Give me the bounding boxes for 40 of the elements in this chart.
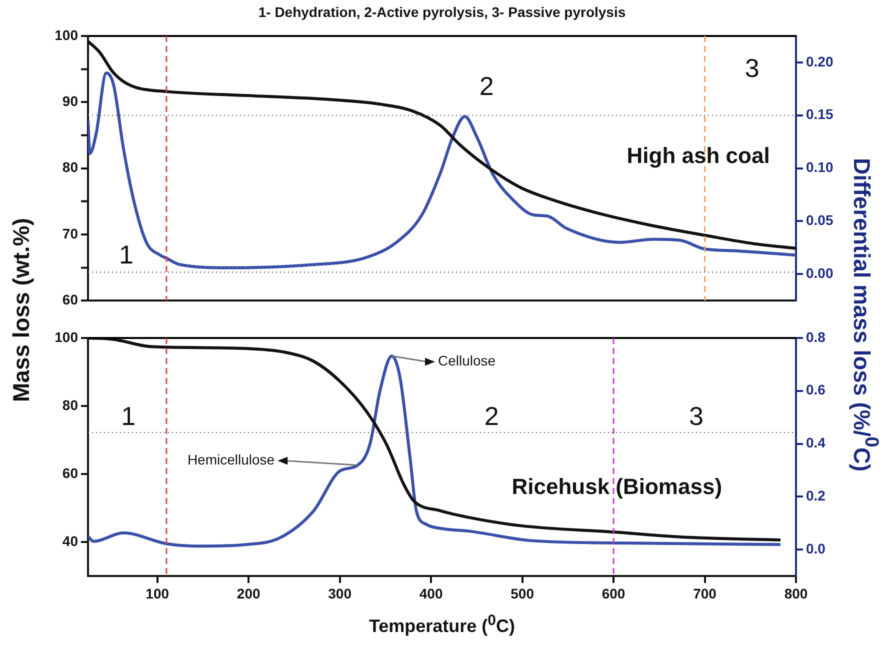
y-tick-label: 70 (62, 225, 78, 242)
y2-tick-label: 0.05 (806, 212, 834, 228)
x-tick-label: 300 (328, 585, 352, 602)
y-tick-label: 100 (54, 26, 78, 43)
x-tick-label: 400 (419, 585, 443, 602)
text: High ash coal (626, 142, 770, 168)
text: Ricehusk (Biomass) (512, 474, 722, 500)
x-tick-label: 200 (236, 585, 260, 602)
y-tick-label: 100 (54, 328, 78, 345)
y2-tick-label: 0.20 (806, 53, 834, 70)
annotation: 1 (119, 240, 134, 270)
y-tick-label: 80 (62, 396, 78, 413)
y-tick-label: 60 (62, 291, 78, 308)
x-tick-label: 100 (146, 585, 170, 602)
y2-tick-label: 0.6 (806, 382, 826, 398)
x-tick-label: 600 (602, 585, 626, 602)
annotation: 3 (688, 401, 704, 432)
y-tick-label: 80 (62, 159, 78, 176)
annotation: 3 (744, 53, 760, 84)
annotation: 2 (484, 401, 499, 432)
y2-tick-label: 0.0 (806, 540, 826, 556)
x-axis-title: Temperature ($^{0}$C) (368, 612, 516, 637)
y-tick-label: 90 (62, 93, 78, 110)
y2-tick-label: 0.00 (806, 265, 834, 281)
y-tick-label: 40 (62, 532, 78, 549)
y2-tick-label: 0.15 (806, 106, 834, 122)
y2-tick-label: 0.8 (806, 328, 826, 345)
annotation: 1 (121, 401, 136, 432)
x-tick-label: 800 (784, 585, 808, 602)
x-tick-label: 700 (693, 585, 717, 602)
annotation: Cellulose (438, 352, 496, 369)
y-tick-label: 60 (62, 464, 78, 481)
chart-title: 1- Dehydration, 2-Active pyrolysis, 3- Passive pyrolysis (257, 4, 627, 20)
x-tick-label: 500 (510, 585, 534, 602)
y2-tick-label: 0.4 (806, 434, 826, 451)
annotation: Hemicellulose (187, 452, 275, 468)
y2-tick-label: 0.2 (806, 488, 826, 504)
y2-tick-label: 0.10 (806, 159, 834, 176)
annotation: 2 (479, 70, 494, 101)
y-axis-title: Mass loss (wt.%) (8, 216, 35, 404)
